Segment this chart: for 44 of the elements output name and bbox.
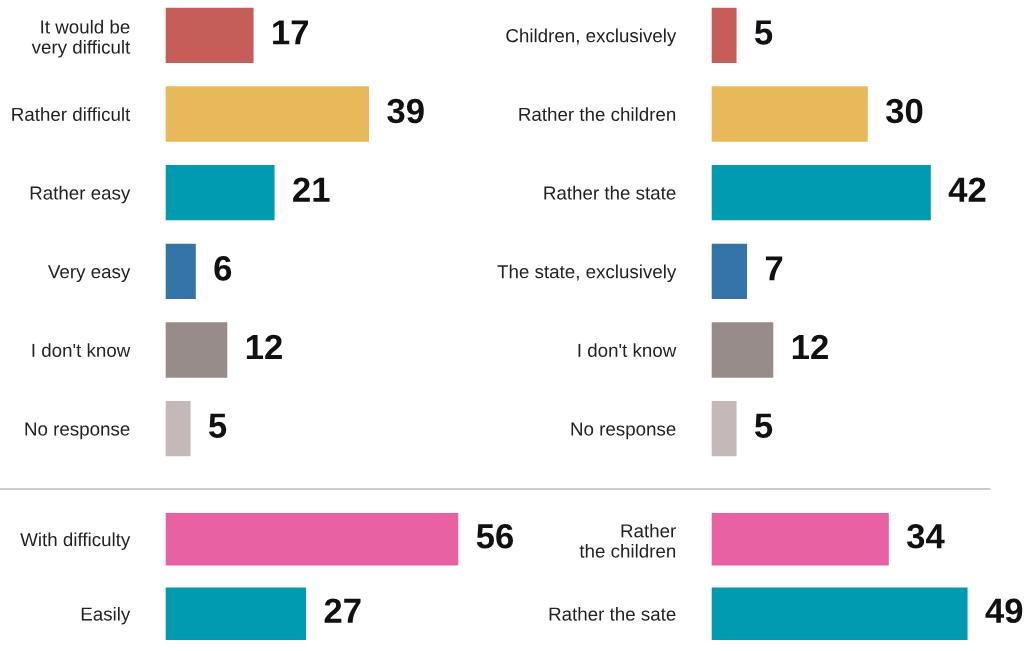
data-label: 5 xyxy=(208,413,227,438)
y-tick-label: I don't know xyxy=(578,343,677,357)
data-label: 39 xyxy=(387,98,424,124)
bar xyxy=(711,320,775,380)
bar xyxy=(711,242,749,301)
data-label: 7 xyxy=(765,256,783,281)
y-tick-label: Rather the state xyxy=(544,185,676,200)
data-label: 27 xyxy=(324,598,361,623)
data-label: 21 xyxy=(293,177,330,202)
data-label: 30 xyxy=(885,98,923,124)
y-tick-label: It would be very difficult xyxy=(31,19,131,58)
y-tick-label: Easily xyxy=(81,606,131,625)
data-label: 5 xyxy=(754,413,773,438)
y-tick-label: Very easy xyxy=(48,265,131,283)
bar xyxy=(711,84,870,144)
data-label: 17 xyxy=(273,20,309,45)
y-tick-label: Rather the children xyxy=(579,523,676,558)
data-label: 5 xyxy=(754,20,773,45)
bar xyxy=(165,163,276,222)
y-tick-label: I don't know xyxy=(32,343,131,357)
data-label: 56 xyxy=(476,523,514,549)
y-tick-label: No response xyxy=(571,422,676,440)
y-tick-label: Rather easy xyxy=(30,185,131,204)
data-label: 12 xyxy=(246,334,282,359)
bar xyxy=(711,6,738,65)
y-tick-label: Rather difficult xyxy=(12,107,131,121)
y-tick-label: Rather the children xyxy=(519,107,676,121)
bar xyxy=(711,399,738,458)
data-label: 6 xyxy=(214,256,232,281)
bar xyxy=(165,84,371,144)
data-label: 34 xyxy=(906,523,945,549)
bar xyxy=(711,163,933,222)
bar xyxy=(165,242,198,301)
data-label: 12 xyxy=(792,334,828,359)
y-tick-label: No response xyxy=(25,422,130,440)
bar xyxy=(165,320,229,380)
bar xyxy=(165,6,255,65)
data-label: 49 xyxy=(985,598,1023,624)
bar xyxy=(165,399,192,458)
y-tick-label: The state, exclusively xyxy=(497,264,677,283)
data-label: 42 xyxy=(948,177,986,202)
y-tick-label: Children, exclusively xyxy=(506,28,677,47)
y-tick-label: With difficulty xyxy=(20,532,131,550)
y-tick-label: Rather the sate xyxy=(549,606,676,621)
